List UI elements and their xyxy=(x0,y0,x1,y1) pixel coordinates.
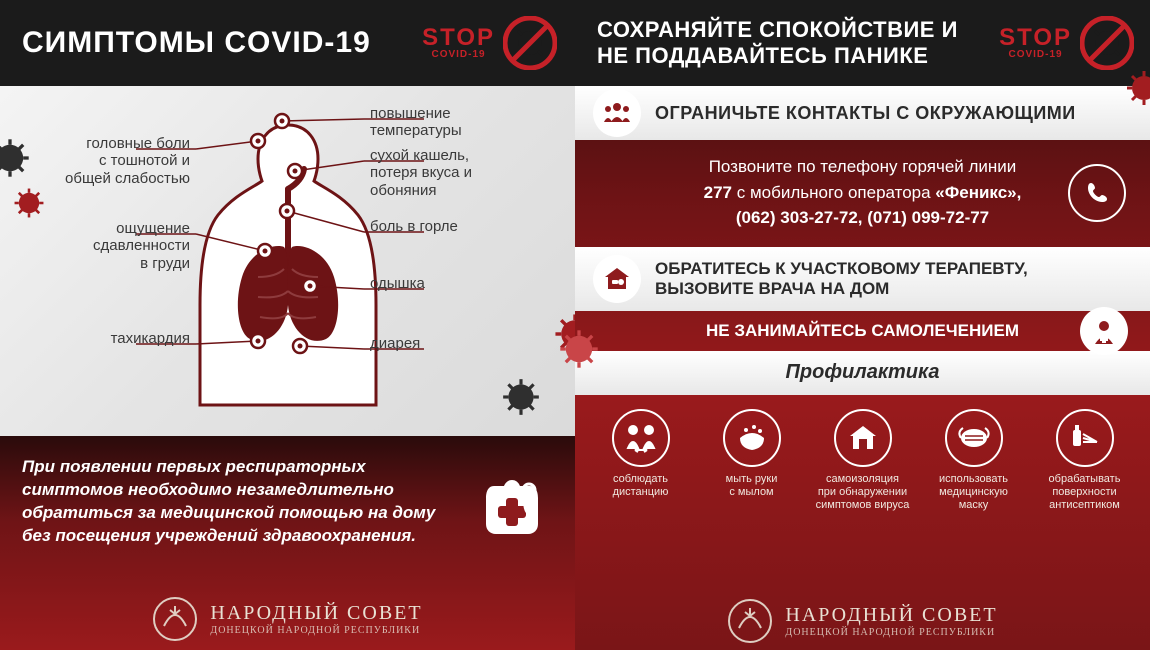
virus-deco-icon xyxy=(0,136,32,185)
prevent-item-mask: использоватьмедицинскуюмаску xyxy=(922,409,1026,513)
left-footer-text: При появлении первых респираторных симпт… xyxy=(22,456,452,548)
virus-deco-icon xyxy=(12,186,46,225)
right-title-l2: НЕ ПОДДАВАЙТЕСЬ ПАНИКЕ xyxy=(597,43,928,68)
left-footer: При появлении первых респираторных симпт… xyxy=(0,436,575,650)
band-limit-text: ОГРАНИЧЬТЕ КОНТАКТЫ С ОКРУЖАЮЩИМИ xyxy=(655,103,1076,124)
symptom-label: одышка xyxy=(370,275,425,292)
prevention-row: соблюдатьдистанцию мыть рукис мылом само… xyxy=(575,395,1150,535)
prevent-label: использоватьмедицинскуюмаску xyxy=(939,473,1008,513)
house-phone-icon xyxy=(593,255,641,303)
right-title: СОХРАНЯЙТЕ СПОКОЙСТВИЕ И НЕ ПОДДАВАЙТЕСЬ… xyxy=(597,17,958,70)
people-icon xyxy=(593,89,641,137)
doctor-icon xyxy=(1080,307,1128,355)
band-self-medication: НЕ ЗАНИМАЙТЕСЬ САМОЛЕЧЕНИЕМ xyxy=(575,311,1150,351)
stop-text-big-r: STOP xyxy=(999,26,1072,50)
authority-l1: НАРОДНЫЙ СОВЕТ xyxy=(210,602,422,625)
authority-left: НАРОДНЫЙ СОВЕТ ДОНЕЦКОЙ НАРОДНОЙ РЕСПУБЛ… xyxy=(0,596,575,642)
sanitize-icon xyxy=(1056,409,1114,467)
medical-kit-icon xyxy=(477,468,547,538)
stop-virus-icon xyxy=(1080,16,1134,70)
prevention-title: Профилактика xyxy=(575,351,1150,395)
symptom-label: головные болис тошнотой иобщей слабостью xyxy=(65,135,190,187)
left-header: СИМПТОМЫ COVID-19 STOP COVID-19 xyxy=(0,0,575,86)
symptom-label: тахикардия xyxy=(111,330,190,347)
right-header: СОХРАНЯЙТЕ СПОКОЙСТВИЕ И НЕ ПОДДАВАЙТЕСЬ… xyxy=(575,0,1150,86)
hotline-l1: Позвоните по телефону горячей линии xyxy=(585,154,1140,180)
authority-l2: ДОНЕЦКОЙ НАРОДНОЙ РЕСПУБЛИКИ xyxy=(210,625,422,636)
authority-l1-r: НАРОДНЫЙ СОВЕТ xyxy=(785,604,997,627)
symptoms-diagram: повышениетемпературы сухой кашель,потеря … xyxy=(0,86,575,436)
seal-icon xyxy=(727,598,773,644)
wash-icon xyxy=(723,409,781,467)
stop-text-small-r: COVID-19 xyxy=(999,50,1072,60)
band-doctor: ОБРАТИТЕСЬ К УЧАСТКОВОМУ ТЕРАПЕВТУ,ВЫЗОВ… xyxy=(575,247,1150,311)
symptom-label: ощущениесдавленностив груди xyxy=(93,220,190,272)
phone-icon xyxy=(1068,164,1126,222)
stop-text-small: COVID-19 xyxy=(422,50,495,60)
distance-icon xyxy=(612,409,670,467)
symptom-label: диарея xyxy=(370,335,420,352)
prevent-item-isolate: самоизоляцияпри обнаружениисимптомов вир… xyxy=(811,409,915,513)
stop-virus-icon xyxy=(503,16,557,70)
prevent-item-sanitize: обрабатыватьповерхностиантисептиком xyxy=(1033,409,1137,513)
isolate-icon xyxy=(834,409,892,467)
hotline-l3: (062) 303-27-72, (071) 099-72-77 xyxy=(585,205,1140,231)
prevent-label: мыть рукис мылом xyxy=(726,473,778,499)
virus-deco-icon xyxy=(1124,68,1150,108)
stop-text-big: STOP xyxy=(422,26,495,50)
symptom-label: сухой кашель,потеря вкуса иобоняния xyxy=(370,147,472,199)
stop-badge-right: STOP COVID-19 xyxy=(999,16,1134,70)
authority-right: НАРОДНЫЙ СОВЕТ ДОНЕЦКОЙ НАРОДНОЙ РЕСПУБЛ… xyxy=(575,598,1150,644)
mask-icon xyxy=(945,409,1003,467)
hotline-block: Позвоните по телефону горячей линии 277 … xyxy=(575,140,1150,247)
symptom-label: повышениетемпературы xyxy=(370,105,462,140)
right-title-l1: СОХРАНЯЙТЕ СПОКОЙСТВИЕ И xyxy=(597,17,958,42)
prevent-item-wash: мыть рукис мылом xyxy=(700,409,804,499)
prevent-item-distance: соблюдатьдистанцию xyxy=(589,409,693,499)
hotline-l2: 277 с мобильного оператора «Феникс», xyxy=(585,180,1140,206)
band-doctor-text: ОБРАТИТЕСЬ К УЧАСТКОВОМУ ТЕРАПЕВТУ,ВЫЗОВ… xyxy=(655,259,1028,298)
prevent-label: соблюдатьдистанцию xyxy=(613,473,669,499)
seal-icon xyxy=(152,596,198,642)
left-panel: СИМПТОМЫ COVID-19 STOP COVID-19 xyxy=(0,0,575,650)
torso-icon xyxy=(188,117,388,417)
prevent-label: самоизоляцияпри обнаружениисимптомов вир… xyxy=(816,473,910,513)
prevent-label: обрабатыватьповерхностиантисептиком xyxy=(1049,473,1121,513)
left-title: СИМПТОМЫ COVID-19 xyxy=(22,26,371,60)
virus-deco-icon xyxy=(500,376,542,423)
band-limit-contacts: ОГРАНИЧЬТЕ КОНТАКТЫ С ОКРУЖАЮЩИМИ xyxy=(575,86,1150,140)
right-panel: СОХРАНЯЙТЕ СПОКОЙСТВИЕ И НЕ ПОДДАВАЙТЕСЬ… xyxy=(575,0,1150,650)
authority-l2-r: ДОНЕЦКОЙ НАРОДНОЙ РЕСПУБЛИКИ xyxy=(785,627,997,638)
stop-badge: STOP COVID-19 xyxy=(422,16,557,70)
symptom-label: боль в горле xyxy=(370,218,458,235)
self-med-text: НЕ ЗАНИМАЙТЕСЬ САМОЛЕЧЕНИЕМ xyxy=(706,321,1019,341)
